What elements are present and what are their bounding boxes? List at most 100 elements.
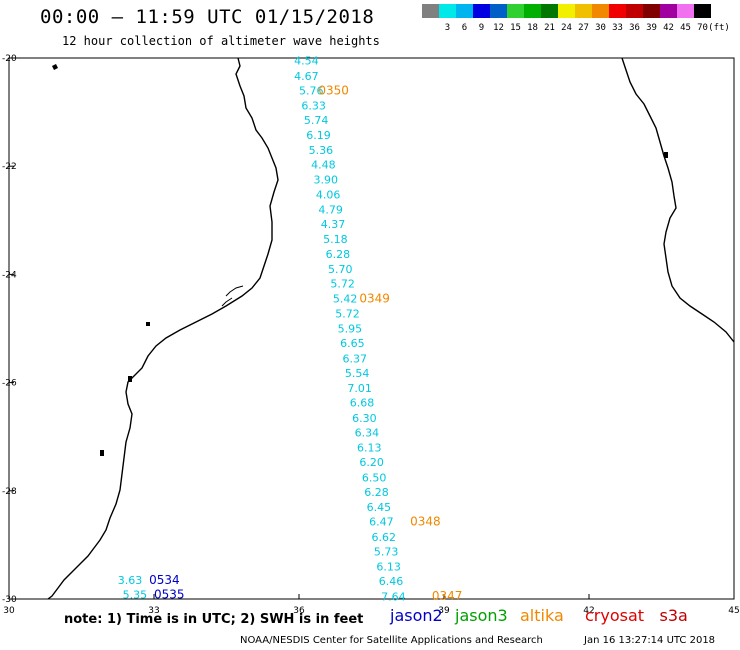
legend-swatch (507, 4, 524, 18)
legend-label: 6 (461, 23, 468, 33)
legend-label: 18 (527, 23, 538, 33)
swh-value: 5.73 (374, 545, 399, 558)
x-tick-label: 33 (148, 606, 159, 616)
island-1 (52, 64, 58, 70)
pass-time-label: 0535 (154, 588, 185, 602)
swh-value: 6.68 (350, 397, 375, 410)
x-tick-label: 39 (438, 606, 450, 616)
x-tick-label: 45 (728, 606, 739, 616)
legend-label: 30 (595, 23, 606, 33)
legend-label: 33 (612, 23, 623, 33)
satellite-label-s3a: s3a (659, 606, 688, 625)
legend-swatch (541, 4, 558, 18)
swh-value: 6.30 (352, 412, 377, 425)
swh-value: 5.74 (304, 114, 329, 127)
swh-value: 5.76 (299, 84, 324, 97)
swh-value: 6.45 (367, 501, 392, 514)
legend-swatch (609, 4, 626, 18)
swh-value: 6.34 (355, 426, 380, 439)
swh-value: 6.13 (357, 442, 382, 455)
swh-value: 3.90 (314, 174, 339, 187)
swh-value: 6.65 (340, 337, 365, 350)
swh-value: 4.48 (311, 159, 336, 172)
pass-time-label: 0348 (410, 515, 441, 529)
swh-value: 5.95 (338, 323, 363, 336)
legend-label: 9 (478, 23, 485, 33)
swh-value: 6.62 (372, 531, 397, 544)
legend-label: 42 (663, 23, 674, 33)
generation-timestamp: Jan 16 13:27:14 UTC 2018 (584, 635, 716, 646)
pass-time-label: 0347 (432, 589, 463, 603)
swh-value: 4.54 (294, 55, 319, 68)
pass-time-label: 0350 (318, 83, 349, 97)
legend-label: 36 (629, 23, 640, 33)
swh-value: 6.33 (301, 100, 326, 113)
swh-value: 7.64 (381, 590, 406, 603)
island-5 (664, 152, 668, 158)
legend-label: 21 (544, 23, 555, 33)
swh-value: 6.37 (343, 352, 368, 365)
swh-value: 5.18 (323, 233, 348, 246)
swh-value: 6.47 (369, 516, 394, 529)
x-tick-label: 36 (293, 606, 305, 616)
legend-swatch (677, 4, 694, 18)
legend-swatch (626, 4, 643, 18)
swh-value: 5.42 (333, 293, 358, 306)
swh-value: 5.54 (345, 367, 370, 380)
legend-label: 39 (646, 23, 657, 33)
satellite-label-jason3: jason3 (455, 606, 508, 625)
swh-value: 6.13 (376, 561, 401, 574)
legend-swatch (694, 4, 711, 18)
map-subtitle: 12 hour collection of altimeter wave hei… (62, 34, 380, 48)
legend-swatch (592, 4, 609, 18)
x-tick-label: 42 (583, 606, 594, 616)
swh-value: 6.28 (364, 486, 389, 499)
footer-note: note: 1) Time is in UTC; 2) SWH is in fe… (64, 612, 364, 627)
y-tick-label: -24 (2, 270, 17, 280)
swh-value: 5.70 (328, 263, 353, 276)
y-tick-label: -28 (2, 487, 17, 497)
legend-swatch (660, 4, 677, 18)
island-3 (100, 450, 104, 456)
swh-value: 6.28 (326, 248, 351, 261)
x-tick-label: 30 (3, 606, 15, 616)
swh-value: 5.72 (330, 278, 355, 291)
swh-value: 5.35 (123, 589, 148, 602)
y-tick-label: -30 (2, 595, 17, 605)
y-tick-label: -20 (2, 54, 17, 64)
inlet-1 (225, 285, 244, 297)
satellite-label-jason2: jason2 (390, 606, 443, 625)
credit-line: NOAA/NESDIS Center for Satellite Applica… (240, 635, 543, 646)
swh-value: 4.67 (294, 70, 319, 83)
legend-swatch (439, 4, 456, 18)
coastline-mozambique (47, 57, 279, 600)
legend-swatch (490, 4, 507, 18)
swh-value: 5.36 (309, 144, 334, 157)
swh-value: 6.46 (379, 575, 404, 588)
island-2 (146, 322, 150, 326)
legend-label: 70 (697, 23, 708, 33)
legend-swatch (558, 4, 575, 18)
legend-swatch (473, 4, 490, 18)
legend-swatch (456, 4, 473, 18)
swh-value: 6.20 (359, 456, 384, 469)
inlet-2 (221, 297, 233, 307)
island-4 (128, 376, 132, 382)
map-title: 00:00 – 11:59 UTC 01/15/2018 (40, 6, 375, 28)
swh-value: 3.63 (118, 574, 143, 587)
swh-value: 7.01 (347, 382, 372, 395)
pass-time-label: 0349 (359, 292, 390, 306)
legend-swatch (422, 4, 439, 18)
legend-label: 45 (680, 23, 691, 33)
y-tick-label: -26 (2, 379, 17, 389)
swh-value: 4.37 (321, 218, 346, 231)
legend-label: 27 (578, 23, 589, 33)
legend-unit: (ft) (708, 23, 730, 33)
legend-swatch (575, 4, 592, 18)
satellite-tracks: 4.54 4.675.76 6.335.74 6.19 5.36 4.48 3.904.06… (118, 55, 463, 604)
satellite-label-altika: altika (520, 606, 564, 625)
legend-label: 12 (493, 23, 504, 33)
swh-value: 4.06 (316, 188, 341, 201)
legend-label: 24 (561, 23, 572, 33)
